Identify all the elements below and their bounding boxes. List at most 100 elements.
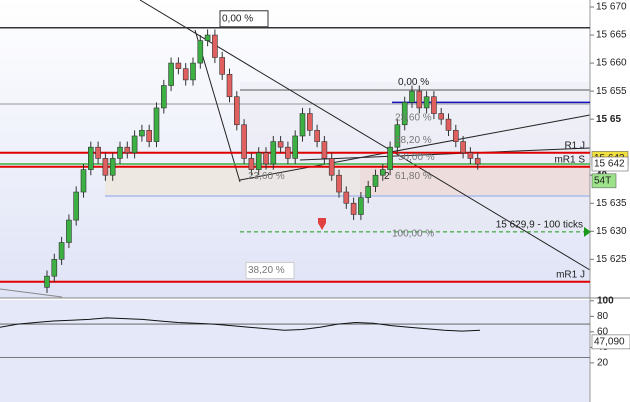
fib-label: 61,80 % <box>395 171 432 182</box>
candle-body <box>445 118 452 131</box>
zone <box>360 165 590 195</box>
osc-tick-label: 60 <box>597 326 609 337</box>
y-tick-label: 15 655 <box>596 86 627 97</box>
fib-label: 0,00 % <box>398 77 429 88</box>
osc-line <box>0 317 481 332</box>
candle-body <box>431 96 437 114</box>
y-tick-label: 15 665 <box>596 30 627 41</box>
candle-body <box>131 135 138 154</box>
osc-tick-label: 20 <box>597 358 609 369</box>
target-arrow <box>584 226 591 237</box>
price-tag <box>591 173 617 189</box>
candle-body <box>146 130 152 142</box>
candle-body <box>401 102 408 126</box>
candle-body <box>241 124 247 159</box>
level-label: mR1 S <box>554 154 585 165</box>
candle-body <box>365 186 372 198</box>
candle-body <box>460 141 466 154</box>
candle-body <box>321 141 328 159</box>
candle-body <box>161 85 167 109</box>
arrow <box>318 223 326 230</box>
candle-body <box>416 90 423 109</box>
candle-body <box>394 124 401 148</box>
candle-body <box>80 169 87 193</box>
candle-body <box>204 34 211 41</box>
y-tick-label: 15 670 <box>596 2 627 13</box>
candle-body <box>372 174 379 187</box>
candle-body <box>299 113 306 137</box>
candle-body <box>219 57 225 75</box>
candle-body <box>387 146 393 170</box>
candle-body <box>44 275 50 288</box>
candle-body <box>117 146 123 159</box>
fib-label: 23,60 % <box>395 113 432 124</box>
candle-body <box>350 202 357 215</box>
fib-label: 50,00 % <box>398 152 435 163</box>
candle-body <box>277 141 284 148</box>
candle-body <box>182 68 189 81</box>
candle-body <box>212 34 218 58</box>
fib-box <box>245 262 295 280</box>
candle-body <box>234 96 240 126</box>
candle-body <box>270 141 277 165</box>
y-tick-label: 15 625 <box>596 254 627 265</box>
osc-tag-label: 47,090 <box>594 337 625 348</box>
osc-tick-label: 100 <box>597 295 614 306</box>
candle-body <box>175 62 182 69</box>
candle-body <box>314 130 320 142</box>
price-tag <box>591 156 629 172</box>
level-label: R1 J <box>564 140 585 151</box>
candle-body <box>95 146 101 159</box>
candle-body <box>168 62 174 86</box>
y-tick-label: 15 630 <box>596 226 627 237</box>
candle-body <box>358 197 364 215</box>
y-tick-label: 15 635 <box>596 198 627 209</box>
candle-body <box>409 90 415 103</box>
candle-body <box>226 73 233 98</box>
candle-body <box>124 146 131 154</box>
fib-label: 38,20 % <box>248 265 285 276</box>
marker-label: 2 <box>384 171 390 182</box>
candle-body <box>328 158 335 176</box>
osc-tag <box>591 334 630 350</box>
candle-body <box>153 107 160 142</box>
candle-body <box>139 130 145 137</box>
candle-body <box>102 158 109 176</box>
candle-body <box>88 146 94 170</box>
candle-body <box>109 158 116 176</box>
candle-body <box>438 113 445 120</box>
candle-body <box>190 62 196 81</box>
y-tick-label: 15 660 <box>596 58 627 69</box>
oscillator-background <box>0 300 590 402</box>
candle-body <box>263 152 269 165</box>
candle-body <box>73 191 79 221</box>
candle-body <box>467 152 474 159</box>
price-tag-label: 54T <box>594 175 611 186</box>
candle-body <box>343 191 350 204</box>
candle-body <box>452 130 459 142</box>
fib-zone <box>240 82 590 232</box>
trendline <box>0 288 63 298</box>
candle-body <box>423 96 430 109</box>
candle-body <box>248 158 255 170</box>
trendline <box>299 147 591 161</box>
candle-body <box>292 135 299 159</box>
price-tag-label: 15 642 <box>594 159 625 170</box>
trendline <box>239 114 591 181</box>
candle-body <box>255 152 262 170</box>
candle-body <box>306 113 313 131</box>
fib-label: 100,00 % <box>392 229 434 240</box>
candle-body <box>379 169 386 176</box>
candle-body <box>285 146 291 159</box>
candle-body <box>58 242 65 260</box>
level-label: mR1 J <box>556 269 585 280</box>
fib-label: 0,00 % <box>222 13 253 24</box>
candle-body <box>197 40 204 64</box>
candle-body <box>336 174 342 193</box>
y-tick-label: 15 65 <box>596 114 621 125</box>
candle-body <box>51 259 58 277</box>
target-label: 15 629,9 - 100 ticks <box>496 219 583 230</box>
fib-box <box>219 10 269 28</box>
fib-label: 23,60 % <box>248 171 285 182</box>
